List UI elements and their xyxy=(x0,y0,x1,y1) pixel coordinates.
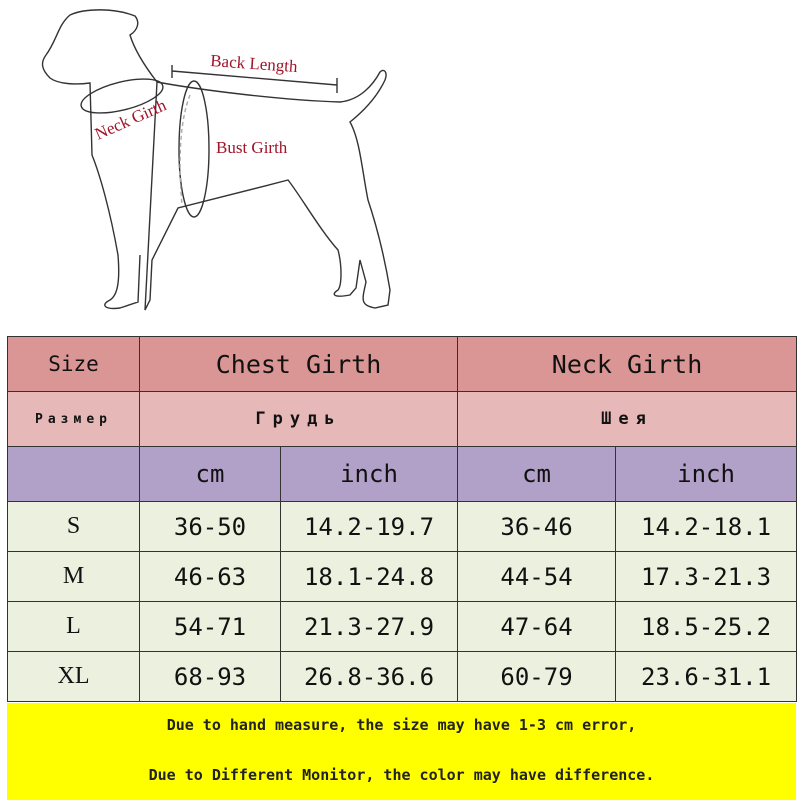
chest-cm-cell: 68-93 xyxy=(139,651,281,702)
neck-inch-cell: 23.6-31.1 xyxy=(615,651,798,702)
neck-inch-cell: 17.3-21.3 xyxy=(615,551,798,602)
table-row: S 36-50 14.2-19.7 36-46 14.2-18.1 xyxy=(7,501,798,552)
size-cell: L xyxy=(7,601,140,652)
chest-girth-header: Chest Girth xyxy=(138,336,459,392)
units-row: cm inch cm inch xyxy=(7,446,798,502)
chest-cm-cell: 54-71 xyxy=(139,601,281,652)
neck-cm-unit: cm xyxy=(457,446,617,502)
chest-cm-unit: cm xyxy=(139,446,281,502)
neck-girth-label: Neck Girth xyxy=(92,95,170,143)
chest-header-ru: Грудь xyxy=(138,391,459,447)
chest-inch-cell: 14.2-19.7 xyxy=(279,501,459,552)
dog-measurement-diagram: Back Length Neck Girth Bust Girth xyxy=(41,9,391,311)
size-chart-table: Size Chest Girth Neck Girth Размер Грудь… xyxy=(7,336,798,702)
neck-inch-cell: 14.2-18.1 xyxy=(615,501,798,552)
table-row: M 46-63 18.1-24.8 44-54 17.3-21.3 xyxy=(7,551,798,602)
table-row: XL 68-93 26.8-36.6 60-79 23.6-31.1 xyxy=(7,651,798,702)
size-header-ru: Размер xyxy=(7,391,140,447)
back-length-label: Back Length xyxy=(210,51,299,76)
chest-cm-cell: 46-63 xyxy=(139,551,281,602)
disclaimer-footer: Due to hand measure, the size may have 1… xyxy=(7,703,796,800)
units-blank xyxy=(7,446,140,502)
neck-inch-cell: 18.5-25.2 xyxy=(615,601,798,652)
dog-outline xyxy=(41,9,391,311)
neck-cm-cell: 47-64 xyxy=(457,601,617,652)
chest-inch-unit: inch xyxy=(279,446,459,502)
chest-inch-cell: 21.3-27.9 xyxy=(279,601,459,652)
chest-inch-cell: 26.8-36.6 xyxy=(279,651,459,702)
disclaimer-line-1: Due to hand measure, the size may have 1… xyxy=(166,716,637,734)
table-row: L 54-71 21.3-27.9 47-64 18.5-25.2 xyxy=(7,601,798,652)
neck-inch-unit: inch xyxy=(615,446,798,502)
header-row-russian: Размер Грудь Шея xyxy=(7,391,798,447)
neck-cm-cell: 60-79 xyxy=(457,651,617,702)
size-header: Size xyxy=(7,336,140,392)
neck-cm-cell: 36-46 xyxy=(457,501,617,552)
bust-girth-label: Bust Girth xyxy=(216,138,288,157)
header-row-english: Size Chest Girth Neck Girth xyxy=(7,336,798,392)
chest-inch-cell: 18.1-24.8 xyxy=(279,551,459,602)
neck-header-ru: Шея xyxy=(457,391,798,447)
size-cell: S xyxy=(7,501,140,552)
neck-cm-cell: 44-54 xyxy=(457,551,617,602)
size-cell: XL xyxy=(7,651,140,702)
disclaimer-line-2: Due to Different Monitor, the color may … xyxy=(148,766,655,784)
chest-cm-cell: 36-50 xyxy=(139,501,281,552)
size-cell: M xyxy=(7,551,140,602)
neck-girth-header: Neck Girth xyxy=(457,336,798,392)
